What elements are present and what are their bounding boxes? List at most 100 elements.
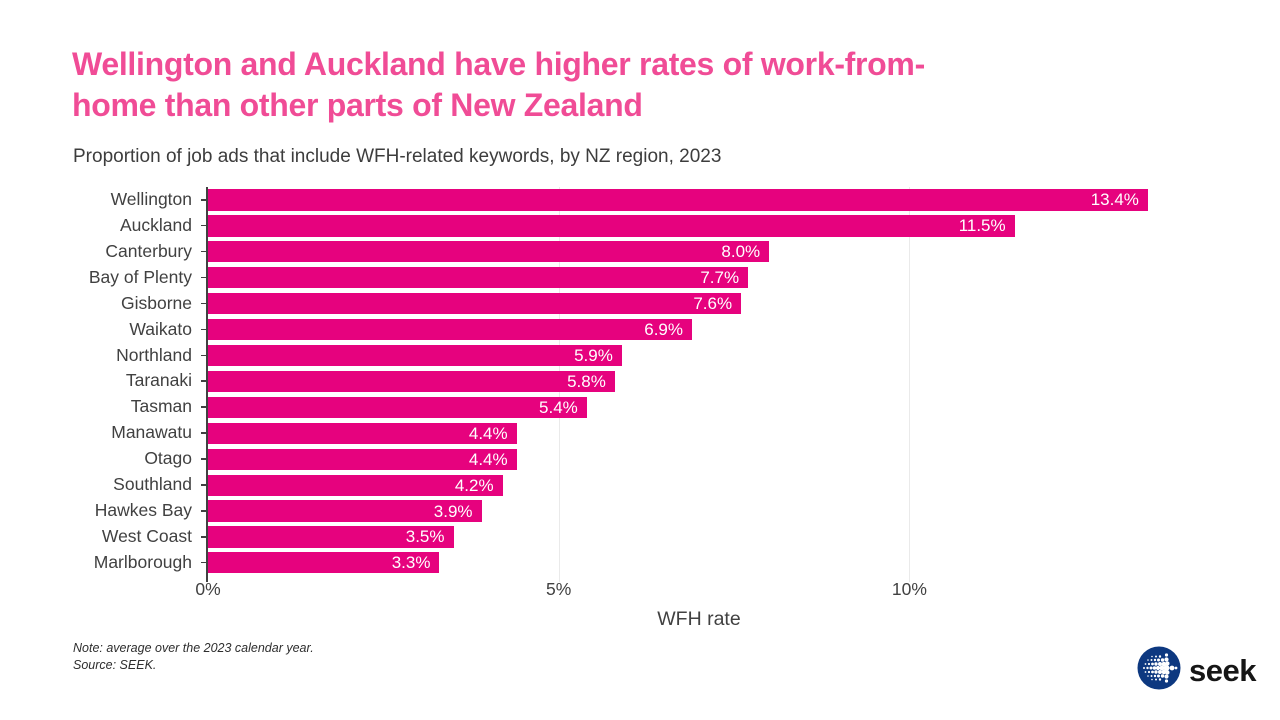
bar-value-label: 6.9% xyxy=(644,320,683,340)
x-tick-label: 10% xyxy=(891,579,927,599)
category-label: Gisborne xyxy=(0,291,208,317)
chart-row: West Coast 3.5% xyxy=(0,524,1280,550)
category-label: Northland xyxy=(0,343,208,369)
row-plot-area: 3.5% xyxy=(208,524,1190,550)
row-plot-area: 5.9% xyxy=(208,343,1190,369)
bar-wellington: 13.4% xyxy=(208,189,1148,211)
bar-value-label: 5.4% xyxy=(539,397,578,417)
bar-gisborne: 7.6% xyxy=(208,293,742,315)
row-plot-area: 11.5% xyxy=(208,213,1190,239)
chart-title-line1: Wellington and Auckland have higher rate… xyxy=(72,46,925,82)
chart-row: Otago 4.4% xyxy=(0,446,1280,472)
category-label: Auckland xyxy=(0,213,208,239)
bar-manawatu: 4.4% xyxy=(208,422,517,444)
category-label: Hawkes Bay xyxy=(0,498,208,524)
chart-row: Marlborough 3.3% xyxy=(0,550,1280,576)
bar-chart: Wellington 13.4% Auckland 11.5% Canterbury 8.… xyxy=(0,187,1280,637)
bar-west-coast: 3.5% xyxy=(208,526,454,548)
category-label: Manawatu xyxy=(0,420,208,446)
bar-value-label: 4.4% xyxy=(468,449,508,469)
y-axis-tick xyxy=(201,432,206,434)
x-axis-ticks: 0% 5% 10% xyxy=(195,579,1190,603)
seek-logo-icon xyxy=(1136,645,1182,696)
chart-row: Bay of Plenty 7.7% xyxy=(0,265,1280,291)
row-plot-area: 7.7% xyxy=(208,265,1190,291)
y-axis-tick xyxy=(201,510,206,512)
category-label: Marlborough xyxy=(0,550,208,576)
row-plot-area: 5.8% xyxy=(208,368,1190,394)
bar-value-label: 4.2% xyxy=(454,475,494,495)
row-plot-area: 6.9% xyxy=(208,317,1190,343)
chart-row: Canterbury 8.0% xyxy=(0,239,1280,265)
bar-tasman: 5.4% xyxy=(208,396,587,418)
row-plot-area: 4.2% xyxy=(208,472,1190,498)
chart-row: Northland 5.9% xyxy=(0,343,1280,369)
y-axis-line xyxy=(206,187,208,582)
category-label: Wellington xyxy=(0,187,208,213)
chart-row: Hawkes Bay 3.9% xyxy=(0,498,1280,524)
bar-value-label: 4.4% xyxy=(468,423,508,443)
chart-row: Waikato 6.9% xyxy=(0,317,1280,343)
y-axis-tick xyxy=(201,276,206,279)
x-tick-label: 5% xyxy=(546,579,572,599)
row-plot-area: 3.9% xyxy=(208,498,1190,524)
x-axis-label: WFH rate xyxy=(657,608,741,630)
category-label: West Coast xyxy=(0,524,208,550)
row-plot-area: 5.4% xyxy=(208,394,1190,420)
chart-title-line2: home than other parts of New Zealand xyxy=(72,87,643,123)
bar-auckland: 11.5% xyxy=(208,215,1015,237)
bar-waikato: 6.9% xyxy=(208,319,692,341)
bar-value-label: 7.7% xyxy=(700,268,740,288)
row-plot-area: 7.6% xyxy=(208,291,1190,317)
bar-value-label: 3.9% xyxy=(433,501,473,521)
chart-row: Auckland 11.5% xyxy=(0,213,1280,239)
seek-logo: seek xyxy=(1136,645,1256,696)
y-axis-tick xyxy=(201,535,206,538)
footnote-note-line: Note: average over the 2023 calendar yea… xyxy=(73,641,314,655)
bar-taranaki: 5.8% xyxy=(208,370,615,393)
bar-value-label: 13.4% xyxy=(1090,190,1139,210)
y-axis-tick xyxy=(201,458,206,460)
chart-rows: Wellington 13.4% Auckland 11.5% Canterbury 8.… xyxy=(0,187,1280,576)
y-axis-tick xyxy=(201,354,206,357)
seek-logo-wordmark: seek xyxy=(1189,652,1256,688)
y-axis-tick xyxy=(201,198,206,201)
row-plot-area: 4.4% xyxy=(208,420,1190,446)
category-label: Bay of Plenty xyxy=(0,265,208,291)
chart-row: Southland 4.2% xyxy=(0,472,1280,498)
y-axis-tick xyxy=(201,328,206,331)
row-plot-area: 13.4% xyxy=(208,187,1190,213)
bar-southland: 4.2% xyxy=(208,474,503,496)
y-axis-tick xyxy=(201,302,206,305)
chart-row: Gisborne 7.6% xyxy=(0,291,1280,317)
y-axis-tick xyxy=(201,484,206,486)
y-axis-tick xyxy=(201,561,206,564)
bar-value-label: 11.5% xyxy=(958,216,1006,236)
category-label: Taranaki xyxy=(0,368,208,394)
category-label: Waikato xyxy=(0,317,208,343)
y-axis-tick xyxy=(201,250,206,253)
bar-bay-of-plenty: 7.7% xyxy=(208,267,749,289)
chart-title: Wellington and Auckland have higher rate… xyxy=(72,44,925,126)
row-plot-area: 4.4% xyxy=(208,446,1190,472)
bar-value-label: 3.3% xyxy=(391,553,431,573)
category-label: Otago xyxy=(0,446,208,472)
category-label: Tasman xyxy=(0,394,208,420)
bar-value-label: 8.0% xyxy=(721,242,761,262)
bar-northland: 5.9% xyxy=(208,344,622,367)
y-axis-tick xyxy=(201,380,206,383)
chart-row: Wellington 13.4% xyxy=(0,187,1280,213)
bar-hawkes-bay: 3.9% xyxy=(208,500,482,522)
bar-value-label: 7.6% xyxy=(693,294,733,314)
x-tick-label: 0% xyxy=(195,579,221,599)
y-axis-tick xyxy=(201,224,206,227)
bar-value-label: 3.5% xyxy=(405,527,445,547)
bar-canterbury: 8.0% xyxy=(208,241,770,263)
chart-subtitle: Proportion of job ads that include WFH-r… xyxy=(73,146,722,167)
footnote: Note: average over the 2023 calendar yea… xyxy=(73,640,314,674)
footnote-source-line: Source: SEEK. xyxy=(73,658,157,672)
bar-otago: 4.4% xyxy=(208,448,517,470)
bar-value-label: 5.9% xyxy=(574,346,613,366)
row-plot-area: 8.0% xyxy=(208,239,1190,265)
